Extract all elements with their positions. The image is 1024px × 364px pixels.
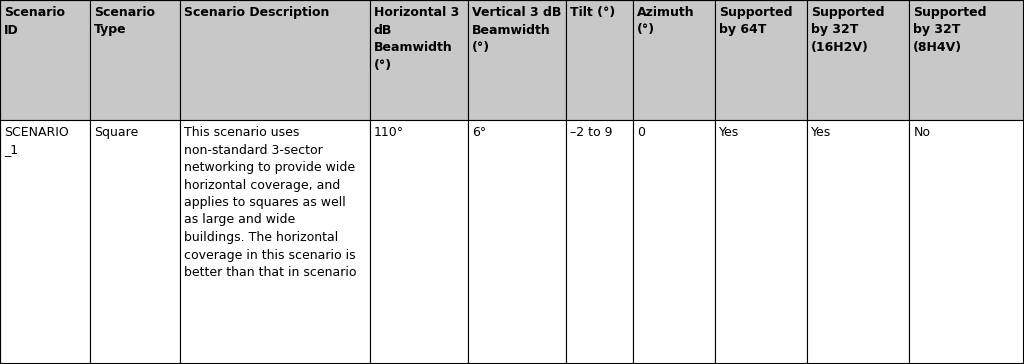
Text: Yes: Yes	[719, 126, 739, 139]
Bar	[370, 120, 468, 364]
Text: 6°: 6°	[472, 126, 486, 139]
Text: SCENARIO
_1: SCENARIO _1	[4, 126, 69, 157]
Text: Supported
by 64T: Supported by 64T	[719, 6, 793, 36]
Text: Supported
by 32T
(8H4V): Supported by 32T (8H4V)	[913, 6, 987, 54]
Text: Vertical 3 dB
Beamwidth
(°): Vertical 3 dB Beamwidth (°)	[472, 6, 561, 54]
Bar	[715, 120, 807, 364]
Bar	[633, 120, 715, 364]
Bar	[90, 120, 180, 364]
Text: No: No	[913, 126, 931, 139]
Text: Yes: Yes	[811, 126, 831, 139]
Bar	[180, 120, 370, 364]
Text: Tilt (°): Tilt (°)	[570, 6, 615, 19]
Text: Square: Square	[94, 126, 138, 139]
Bar	[633, 0, 715, 120]
Bar	[0, 120, 90, 364]
Text: 110°: 110°	[374, 126, 403, 139]
Bar	[909, 0, 1024, 120]
Bar	[370, 0, 468, 120]
Bar	[715, 0, 807, 120]
Bar	[566, 120, 633, 364]
Text: Scenario
ID: Scenario ID	[4, 6, 65, 36]
Bar	[468, 120, 566, 364]
Bar	[468, 0, 566, 120]
Text: Azimuth
(°): Azimuth (°)	[637, 6, 694, 36]
Bar	[90, 0, 180, 120]
Text: Scenario
Type: Scenario Type	[94, 6, 155, 36]
Text: Supported
by 32T
(16H2V): Supported by 32T (16H2V)	[811, 6, 885, 54]
Bar	[180, 0, 370, 120]
Text: 0: 0	[637, 126, 645, 139]
Bar	[909, 120, 1024, 364]
Bar	[807, 120, 909, 364]
Bar	[0, 0, 90, 120]
Text: –2 to 9: –2 to 9	[570, 126, 612, 139]
Text: Horizontal 3
dB
Beamwidth
(°): Horizontal 3 dB Beamwidth (°)	[374, 6, 459, 71]
Text: This scenario uses
non-standard 3-sector
networking to provide wide
horizontal c: This scenario uses non-standard 3-sector…	[184, 126, 356, 279]
Bar	[566, 0, 633, 120]
Bar	[807, 0, 909, 120]
Text: Scenario Description: Scenario Description	[184, 6, 330, 19]
